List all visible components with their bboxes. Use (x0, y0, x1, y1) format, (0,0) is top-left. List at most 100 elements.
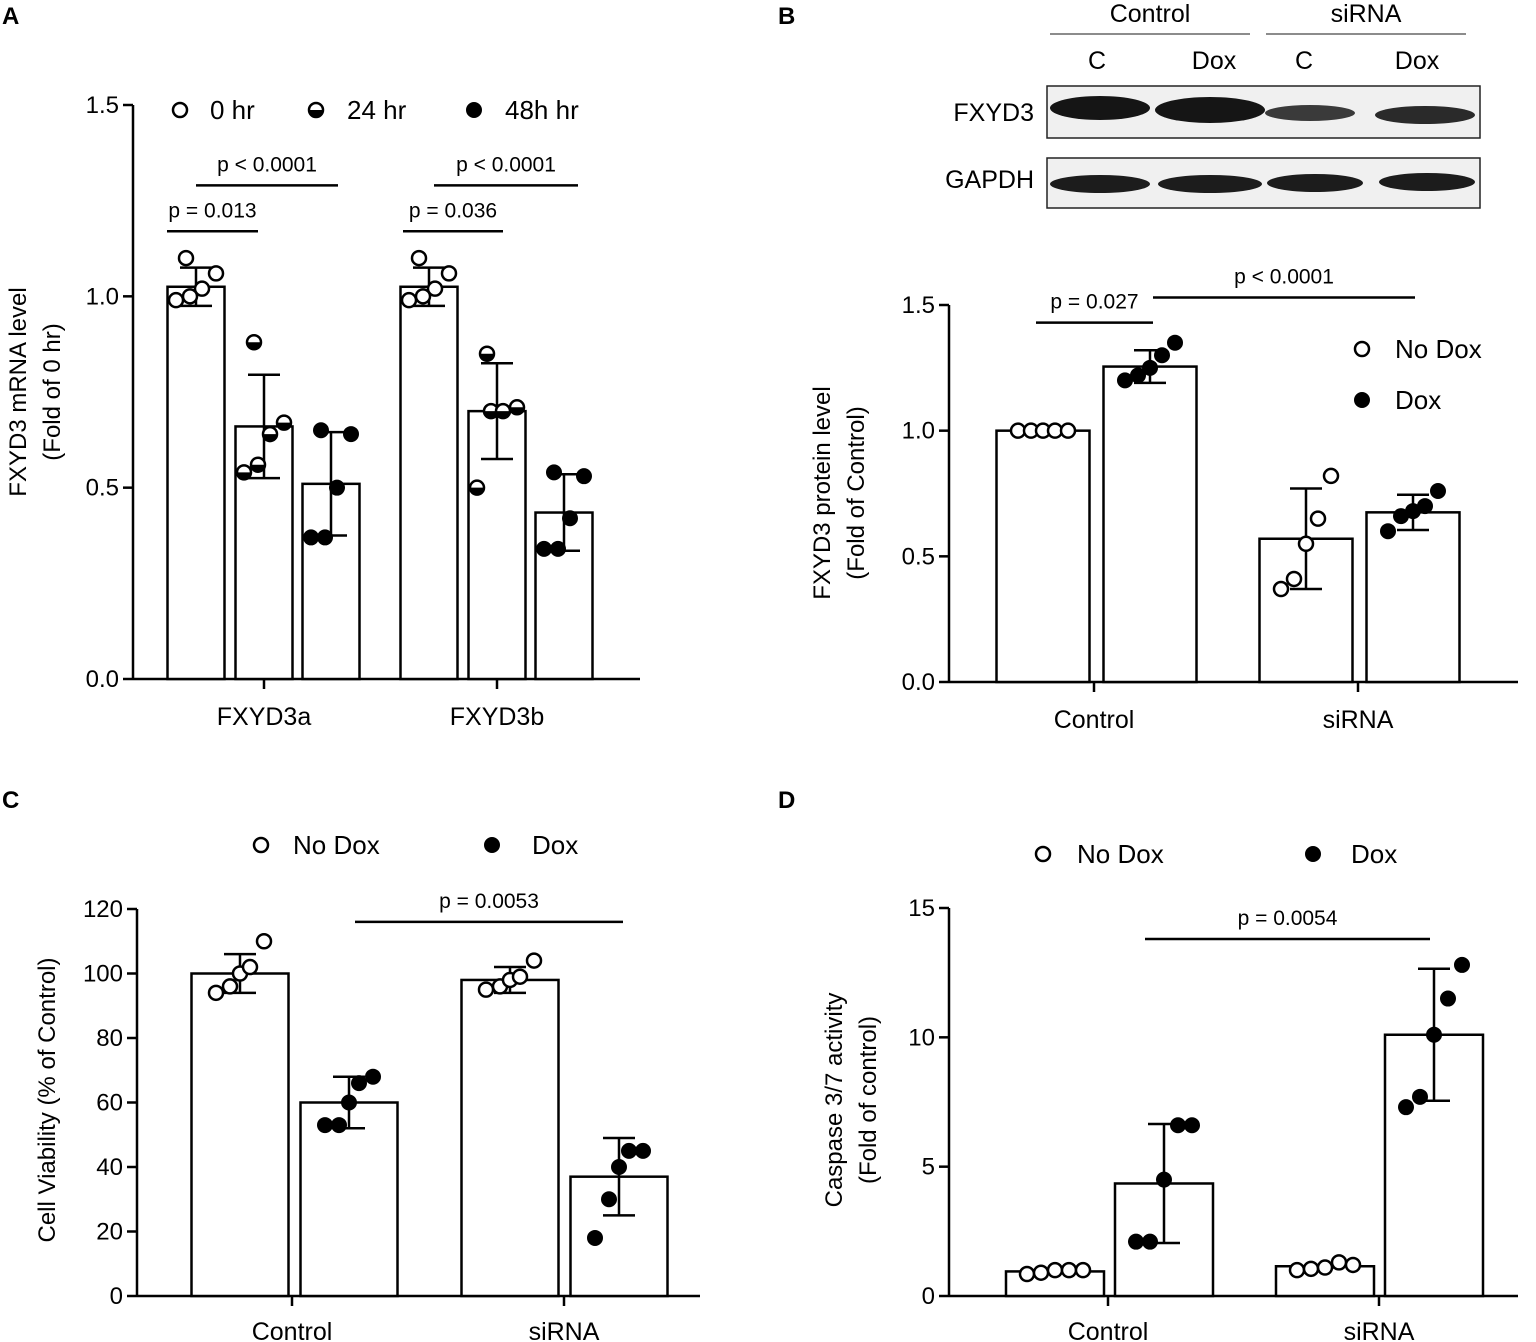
b-p-value: p = 0.027 (1050, 291, 1138, 314)
b-legend-label: Dox (1395, 385, 1441, 415)
a-data-point (478, 345, 496, 362)
a-data-point (207, 265, 225, 282)
chart-b: 0.0 0.5 1.0 1.5 FXYD3 protein level (Fold of … (809, 265, 1518, 734)
d-data-point (1440, 990, 1456, 1007)
d-legend-label: No Dox (1077, 839, 1164, 869)
b-data-point (1380, 523, 1396, 540)
a-data-point (536, 540, 552, 557)
a-y-tick-label: 0.5 (86, 475, 119, 502)
a-bar (166, 285, 226, 681)
c-y-tick-label: 40 (96, 1154, 123, 1181)
a-p-value: p = 0.036 (409, 199, 497, 222)
a-data-point-fill (251, 464, 265, 472)
d-data-point (1142, 1233, 1158, 1250)
b-y-axis-subtitle: (Fold of Control) (843, 406, 870, 579)
b-category-label: Control (1054, 706, 1135, 734)
b-data-point (1417, 498, 1433, 515)
c-legend-label: Dox (532, 830, 578, 860)
c-data-point (221, 978, 239, 995)
d-y-tick-label: 0 (922, 1283, 935, 1310)
c-y-tick-label: 20 (96, 1219, 123, 1246)
b-data-point (1130, 367, 1146, 384)
c-data-point (621, 1142, 637, 1159)
a-data-point (317, 529, 333, 546)
c-data-point (601, 1191, 617, 1208)
a-data-point (400, 291, 418, 309)
a-data-point-fill (263, 434, 277, 442)
panel-letter-c: C (2, 787, 19, 814)
a-data-point (440, 265, 458, 282)
c-y-tick-label: 100 (83, 961, 123, 988)
c-y-tick-label: 80 (96, 1025, 123, 1052)
blot-lane-2: Dox (1192, 47, 1237, 75)
a-category-label: FXYD3a (217, 703, 312, 731)
band-gapdh-lane4 (1379, 173, 1475, 191)
a-legend-marker-fill (309, 110, 323, 117)
b-data-point (1297, 535, 1315, 553)
b-data-point (1430, 482, 1446, 499)
d-y-tick-label: 15 (908, 895, 935, 922)
blot-row-gapdh: GAPDH (945, 166, 1034, 194)
d-y-tick-label: 5 (922, 1154, 935, 1181)
a-y-axis-subtitle: (Fold of 0 hr) (39, 323, 66, 460)
a-data-point-fill (510, 407, 524, 415)
band-fxyd3-lane3 (1265, 105, 1355, 121)
d-data-point (1184, 1117, 1200, 1134)
b-legend-marker (1354, 392, 1370, 408)
a-data-point (193, 280, 211, 297)
a-data-point (177, 249, 195, 267)
band-gapdh-lane3 (1267, 174, 1363, 192)
b-data-point (1285, 570, 1303, 588)
d-legend-label: Dox (1351, 839, 1397, 869)
band-gapdh-lane2 (1158, 175, 1262, 193)
band-fxyd3-lane1 (1050, 96, 1150, 120)
c-data-point (587, 1229, 603, 1246)
a-legend-label: 0 hr (210, 95, 255, 125)
band-fxyd3-lane4 (1375, 106, 1475, 124)
b-data-point (1117, 372, 1133, 389)
a-data-point (426, 280, 444, 297)
a-data-point-fill (496, 411, 510, 419)
c-y-tick-label: 60 (96, 1090, 123, 1117)
c-data-point (635, 1142, 651, 1159)
a-data-point (329, 479, 345, 496)
western-blot: Control siRNA C Dox C Dox FXYD3 GAPDH (945, 0, 1481, 209)
b-data-point (1272, 580, 1290, 598)
d-y-axis-subtitle: (Fold of control) (855, 1016, 882, 1184)
a-y-axis-title: FXYD3 mRNA level (5, 287, 32, 496)
a-legend-marker (171, 101, 189, 119)
c-data-point (511, 968, 529, 985)
d-data-point (1316, 1259, 1334, 1276)
panel-letter-b: B (778, 3, 795, 30)
a-data-point (275, 414, 293, 431)
a-data-point (576, 468, 592, 485)
a-data-point (494, 402, 512, 420)
c-y-tick-label: 0 (110, 1283, 123, 1310)
a-legend-label: 48h hr (505, 95, 579, 125)
blot-group-control: Control (1110, 0, 1191, 28)
c-data-point (317, 1117, 333, 1134)
a-data-point (343, 426, 359, 443)
d-data-point (1046, 1261, 1064, 1279)
c-legend-label: No Dox (293, 830, 380, 860)
c-legend-marker (252, 836, 270, 854)
d-data-point (1128, 1233, 1144, 1250)
a-bar (399, 285, 459, 681)
b-data-point (1167, 334, 1183, 351)
a-category-label: FXYD3b (450, 703, 544, 731)
c-y-axis-title: Cell Viability (% of Control) (34, 958, 61, 1243)
c-data-point (525, 952, 543, 969)
blot-lane-1: C (1088, 47, 1106, 75)
chart-a: 0.0 0.5 1.0 1.5 FXYD3 mRNA level (Fold of 0 h… (5, 92, 640, 731)
a-y-tick-label: 1.0 (86, 283, 119, 310)
d-data-point (1330, 1254, 1348, 1271)
a-data-point (410, 249, 428, 267)
a-data-point-fill (470, 487, 484, 495)
b-legend-label: No Dox (1395, 334, 1482, 364)
a-data-point-fill (247, 342, 261, 350)
blot-row-fxyd3: FXYD3 (953, 99, 1034, 127)
a-legend-marker (307, 101, 325, 119)
a-data-point (249, 456, 267, 473)
blot-lane-4: Dox (1395, 47, 1440, 75)
b-data-point (1059, 422, 1077, 439)
